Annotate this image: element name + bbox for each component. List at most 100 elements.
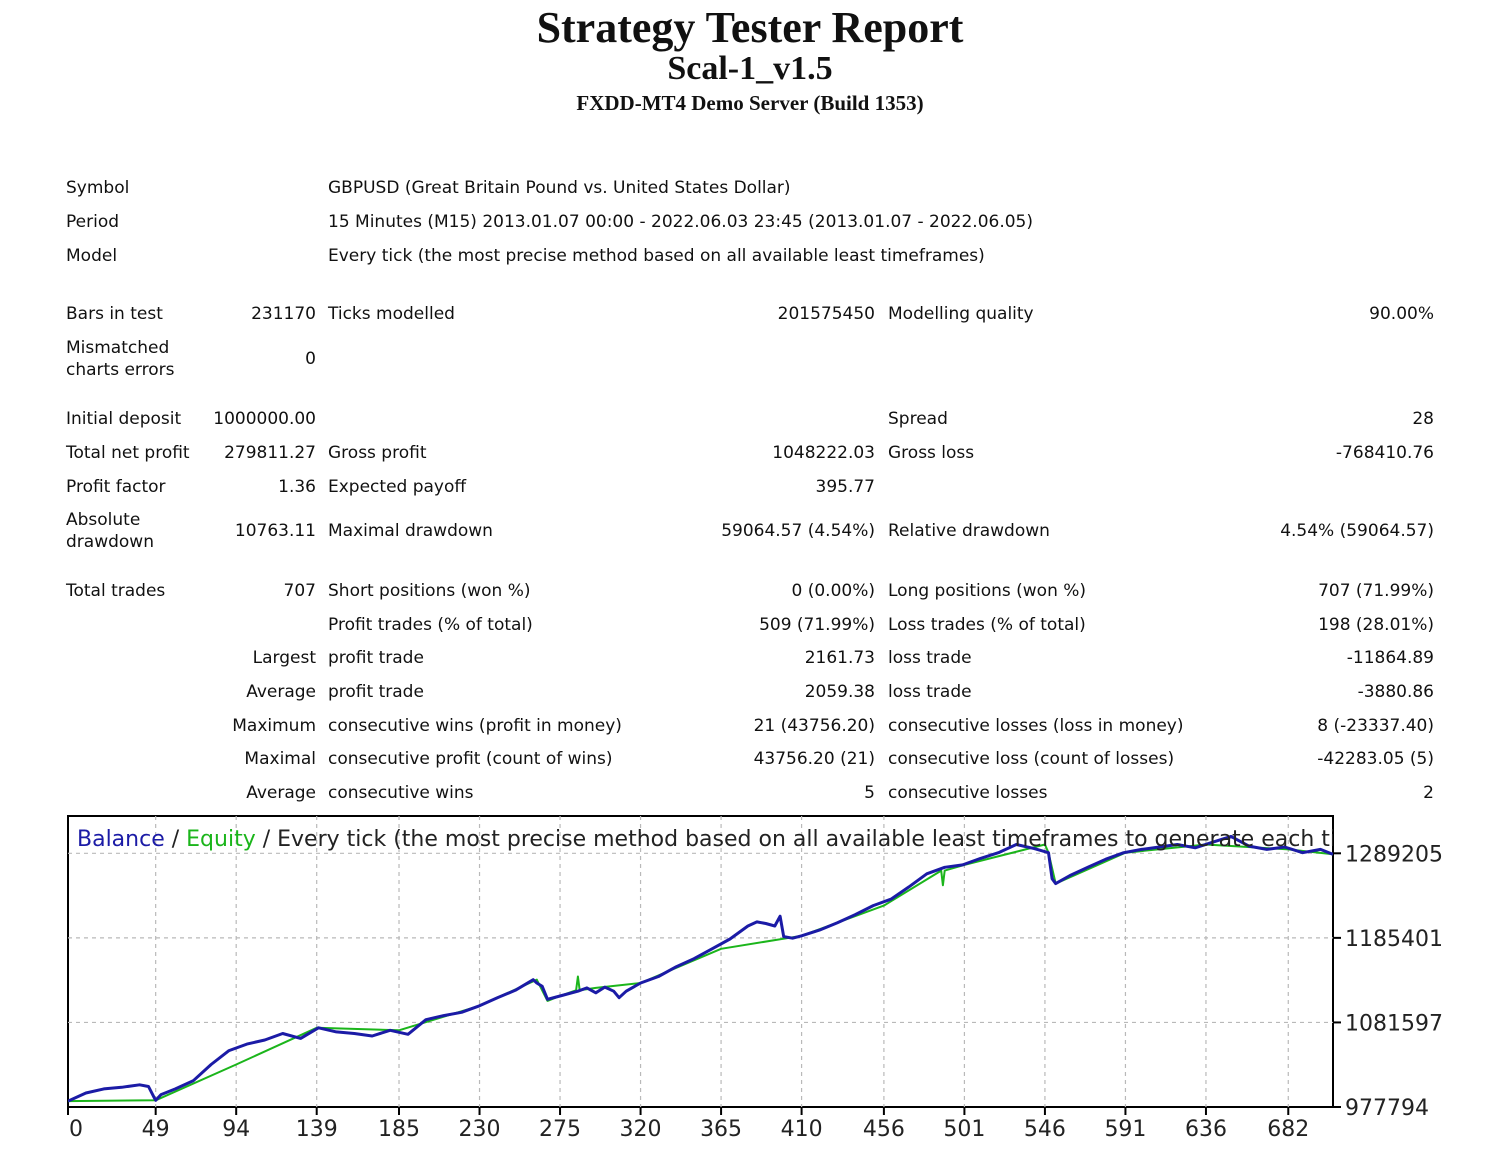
maximal-label: Maximal bbox=[244, 749, 316, 769]
pf-label: Profit factor bbox=[66, 477, 166, 497]
grid bbox=[68, 816, 1333, 1107]
y-axis: 1289205 1185401 1081597 977794 bbox=[1333, 842, 1443, 1121]
x-tick-label: 682 bbox=[1267, 1117, 1309, 1142]
bars-label: Bars in test bbox=[66, 304, 163, 324]
y-tick-label: 1289205 bbox=[1345, 842, 1443, 867]
x-tick-label: 275 bbox=[539, 1117, 581, 1142]
largest-label: Largest bbox=[252, 648, 316, 668]
period-value: 15 Minutes (M15) 2013.01.07 00:00 - 2022… bbox=[328, 212, 1034, 232]
average-label: Average bbox=[246, 682, 316, 702]
average-consecutive-label: Average bbox=[246, 783, 316, 803]
reldd-value: 4.54% (59064.57) bbox=[1280, 521, 1434, 541]
symbol-label: Symbol bbox=[66, 178, 130, 198]
x-tick-label: 456 bbox=[863, 1117, 905, 1142]
chart-legend: Balance / Equity / Every tick (the most … bbox=[77, 827, 1475, 852]
average-loss-value: -3880.86 bbox=[1357, 682, 1434, 702]
grossloss-value: -768410.76 bbox=[1335, 443, 1434, 463]
short-label: Short positions (won %) bbox=[328, 581, 531, 601]
y-tick-label: 1185401 bbox=[1345, 927, 1443, 952]
max-wins-label: consecutive wins (profit in money) bbox=[328, 716, 622, 736]
report-title: Strategy Tester Report bbox=[536, 3, 964, 52]
avg-wins-value: 5 bbox=[864, 783, 875, 803]
max-losses-value: 8 (-23337.40) bbox=[1317, 716, 1434, 736]
x-tick-label: 546 bbox=[1024, 1117, 1066, 1142]
netprofit-value: 279811.27 bbox=[224, 443, 316, 463]
long-label: Long positions (won %) bbox=[888, 581, 1087, 601]
x-tick-label: 365 bbox=[700, 1117, 742, 1142]
legend-balance: Balance bbox=[77, 827, 165, 852]
deposit-value: 1000000.00 bbox=[213, 409, 316, 429]
payoff-label: Expected payoff bbox=[328, 477, 467, 497]
maximal-profit-label: consecutive profit (count of wins) bbox=[328, 749, 613, 769]
reldd-label: Relative drawdown bbox=[888, 521, 1050, 541]
x-tick-label: 591 bbox=[1104, 1117, 1146, 1142]
legend-description: / Every tick (the most precise method ba… bbox=[256, 827, 1475, 852]
spread-value: 28 bbox=[1412, 409, 1434, 429]
profit-trades-label: Profit trades (% of total) bbox=[328, 615, 533, 635]
y-tick-label: 977794 bbox=[1345, 1096, 1429, 1121]
deposit-label: Initial deposit bbox=[66, 409, 182, 429]
period-label: Period bbox=[66, 212, 120, 232]
maximal-loss-label: consecutive loss (count of losses) bbox=[888, 749, 1175, 769]
y-tick-label: 1081597 bbox=[1345, 1011, 1443, 1036]
x-tick-label: 501 bbox=[943, 1117, 985, 1142]
loss-trades-label: Loss trades (% of total) bbox=[888, 615, 1086, 635]
mismatch-value: 0 bbox=[305, 349, 316, 369]
pf-value: 1.36 bbox=[278, 477, 316, 497]
total-trades-label: Total trades bbox=[66, 581, 166, 601]
x-tick-label: 230 bbox=[459, 1117, 501, 1142]
bars-value: 231170 bbox=[251, 304, 316, 324]
x-tick-label: 0 bbox=[69, 1117, 83, 1142]
x-tick-label: 49 bbox=[142, 1117, 170, 1142]
maximal-profit-value: 43756.20 (21) bbox=[753, 749, 875, 769]
average-loss-label: loss trade bbox=[888, 682, 972, 702]
payoff-value: 395.77 bbox=[815, 477, 875, 497]
x-tick-label: 320 bbox=[620, 1117, 662, 1142]
largest-loss-value: -11864.89 bbox=[1346, 648, 1434, 668]
ticks-value: 201575450 bbox=[777, 304, 875, 324]
ticks-label: Ticks modelled bbox=[328, 304, 455, 324]
balance-line bbox=[68, 834, 1333, 1103]
avg-wins-label: consecutive wins bbox=[328, 783, 474, 803]
spread-label: Spread bbox=[888, 409, 948, 429]
grossloss-label: Gross loss bbox=[888, 443, 975, 463]
model-label: Model bbox=[66, 246, 118, 266]
legend-equity: Equity bbox=[186, 827, 256, 852]
x-tick-label: 94 bbox=[222, 1117, 250, 1142]
netprofit-label: Total net profit bbox=[66, 443, 190, 463]
average-profit-label: profit trade bbox=[328, 682, 424, 702]
plot-frame bbox=[67, 815, 1334, 1108]
max-wins-value: 21 (43756.20) bbox=[753, 716, 875, 736]
average-profit-value: 2059.38 bbox=[804, 682, 875, 702]
quality-label: Modelling quality bbox=[888, 304, 1034, 324]
short-value: 0 (0.00%) bbox=[791, 581, 876, 601]
avg-losses-value: 2 bbox=[1423, 783, 1434, 803]
x-tick-label: 410 bbox=[781, 1117, 823, 1142]
mismatch-label: Mismatched charts errors bbox=[66, 338, 175, 380]
loss-trades-value: 198 (28.01%) bbox=[1318, 615, 1434, 635]
server-name: FXDD-MT4 Demo Server (Build 1353) bbox=[576, 91, 924, 115]
profit-trades-value: 509 (71.99%) bbox=[759, 615, 875, 635]
expert-name: Scal-1_v1.5 bbox=[667, 50, 833, 87]
grossprofit-label: Gross profit bbox=[328, 443, 427, 463]
max-losses-label: consecutive losses (loss in money) bbox=[888, 716, 1184, 736]
series-layer bbox=[68, 834, 1333, 1103]
maximum-label: Maximum bbox=[232, 716, 316, 736]
model-value: Every tick (the most precise method base… bbox=[328, 246, 985, 266]
quality-value: 90.00% bbox=[1369, 304, 1434, 324]
total-trades-value: 707 bbox=[283, 581, 316, 601]
x-tick-label: 636 bbox=[1185, 1117, 1227, 1142]
largest-profit-value: 2161.73 bbox=[804, 648, 875, 668]
x-tick-label: 139 bbox=[296, 1117, 338, 1142]
grossprofit-value: 1048222.03 bbox=[772, 443, 875, 463]
maxdd-label: Maximal drawdown bbox=[328, 521, 493, 541]
balance-equity-chart: 1289205 1185401 1081597 977794 0 49 94 139 185 2… bbox=[67, 815, 1475, 1142]
absdd-value: 10763.11 bbox=[234, 521, 316, 541]
largest-profit-label: profit trade bbox=[328, 648, 424, 668]
symbol-value: GBPUSD (Great Britain Pound vs. United S… bbox=[328, 178, 791, 198]
absdd-label: Absolute drawdown bbox=[66, 510, 154, 552]
x-axis: 0 49 94 139 185 230 275 320 365 410 456 501 546 591 63… bbox=[67, 1107, 1309, 1142]
x-tick-label: 185 bbox=[378, 1117, 420, 1142]
maxdd-value: 59064.57 (4.54%) bbox=[721, 521, 875, 541]
maximal-loss-value: -42283.05 (5) bbox=[1317, 749, 1434, 769]
